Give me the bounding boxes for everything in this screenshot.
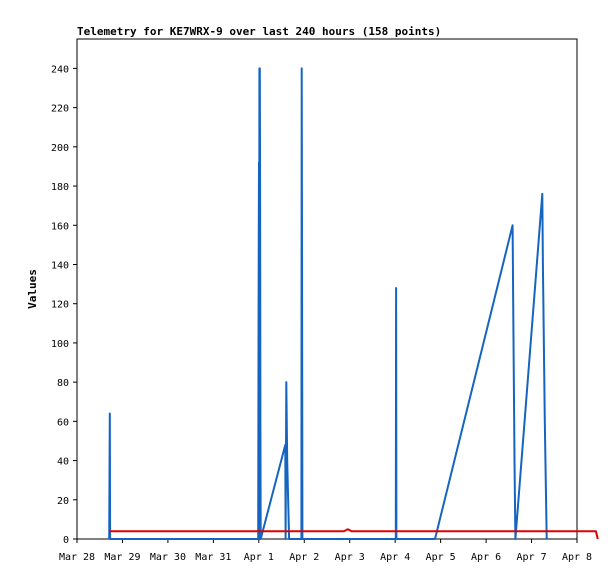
x-tick-label: Apr 7	[516, 552, 546, 563]
y-tick-label: 200	[51, 143, 69, 154]
y-axis-label: Values	[26, 269, 39, 309]
x-tick-label: Apr 3	[335, 552, 365, 563]
x-tick-label: Apr 6	[471, 552, 501, 563]
x-tick-label: Mar 30	[150, 552, 186, 563]
y-tick-label: 80	[57, 378, 69, 389]
x-axis: Mar 28 Mar 29 Mar 30 Mar 31 Apr 1 Apr 2 Apr 3 A…	[59, 539, 592, 563]
x-tick-label: Apr 2	[289, 552, 319, 563]
y-tick-label: 40	[57, 457, 69, 468]
y-tick-label: 160	[51, 221, 69, 232]
y-tick-label: 140	[51, 260, 69, 271]
x-tick-label: Mar 29	[104, 552, 140, 563]
x-tick-label: Apr 4	[380, 552, 410, 563]
y-tick-label: 220	[51, 104, 69, 115]
y-tick-label: 240	[51, 64, 69, 75]
y-tick-label: 20	[57, 496, 69, 507]
x-tick-label: Apr 5	[426, 552, 456, 563]
x-tick-label: Apr 8	[562, 552, 592, 563]
series-layer	[108, 67, 599, 540]
x-tick-label: Mar 31	[195, 552, 231, 563]
series-0-line	[108, 67, 548, 540]
y-tick-label: 100	[51, 339, 69, 350]
y-tick-label: 60	[57, 417, 69, 428]
x-tick-label: Apr 1	[244, 552, 274, 563]
plot-frame	[76, 38, 578, 540]
y-tick-label: 120	[51, 300, 69, 311]
series-1-line	[109, 528, 599, 540]
y-axis: 0 20 40 60 80 100 120 140 160 180 200 220 240	[51, 64, 77, 546]
x-tick-label: Mar 28	[59, 552, 95, 563]
y-tick-label: 0	[63, 535, 69, 546]
y-tick-label: 180	[51, 182, 69, 193]
chart-title: Telemetry for KE7WRX-9 over last 240 hou…	[77, 25, 441, 38]
